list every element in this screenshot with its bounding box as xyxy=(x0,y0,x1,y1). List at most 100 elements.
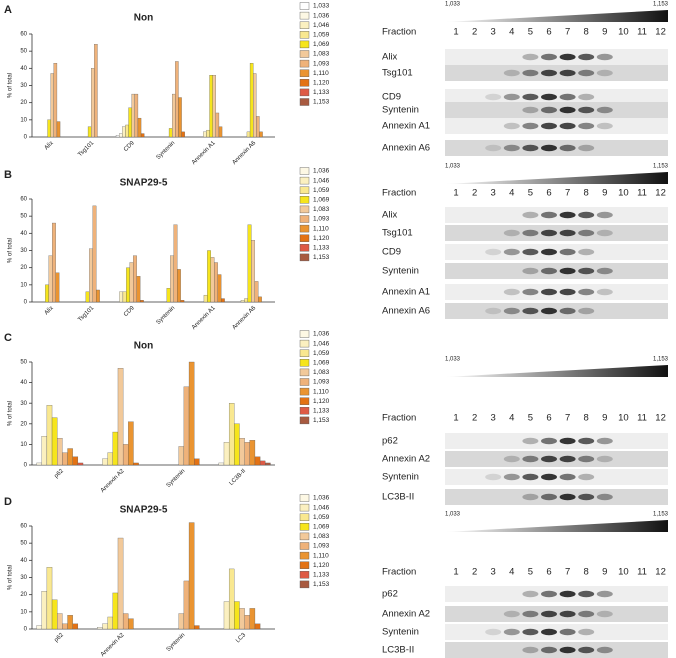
y-axis-label: % of total xyxy=(8,238,14,263)
fraction-number: 2 xyxy=(472,188,477,199)
legend-label: 1,036 xyxy=(313,168,330,175)
blot-band xyxy=(596,211,613,219)
y-tick-label: 40 xyxy=(20,66,27,72)
blot-band xyxy=(541,229,557,237)
blot-band xyxy=(541,628,557,636)
legend-label: 1,036 xyxy=(313,331,330,338)
legend-swatch xyxy=(299,224,310,233)
blot-band xyxy=(522,473,539,481)
y-axis-label: % of total xyxy=(8,565,14,590)
bar xyxy=(172,93,176,138)
bar xyxy=(57,438,63,466)
blot-band xyxy=(578,248,595,256)
x-tick-label: Syntenin xyxy=(156,305,177,326)
legend-label: 1,059 xyxy=(313,32,330,39)
blot-band xyxy=(559,248,576,256)
bar xyxy=(92,205,97,303)
bar xyxy=(246,131,251,138)
legend-swatch xyxy=(299,59,310,68)
blot-band xyxy=(596,122,613,130)
blot-band xyxy=(578,106,595,114)
bar xyxy=(178,97,182,138)
bar xyxy=(203,294,208,303)
blot-band xyxy=(541,144,557,152)
blot-band xyxy=(596,437,613,445)
bar xyxy=(122,291,127,303)
gradient-label: 1,033 xyxy=(445,512,461,518)
legend-label: 1,046 xyxy=(313,504,330,511)
legend-swatch xyxy=(299,523,310,531)
fraction-number: 12 xyxy=(655,413,666,424)
legend-label: 1,093 xyxy=(313,216,330,223)
bar xyxy=(188,361,195,466)
y-tick-label: 50 xyxy=(20,214,27,220)
y-tick-label: 40 xyxy=(20,558,27,564)
legend-label: 1,153 xyxy=(313,254,330,261)
y-tick-label: 10 xyxy=(20,117,27,123)
legend-label: 1,120 xyxy=(313,80,330,87)
bar xyxy=(239,608,245,630)
bar xyxy=(234,423,240,466)
blot-band xyxy=(522,229,539,237)
legend-label: 1,110 xyxy=(313,225,329,232)
fraction-number: 7 xyxy=(565,567,570,578)
fraction-label: Fraction xyxy=(382,27,416,38)
bar xyxy=(97,627,103,630)
bar xyxy=(62,452,68,466)
bar xyxy=(72,623,79,630)
panel-label: A xyxy=(4,4,12,16)
bar xyxy=(177,269,181,303)
bar xyxy=(128,421,134,466)
blot-band xyxy=(503,288,520,296)
fraction-number: 5 xyxy=(528,567,533,578)
gradient-label: 1,153 xyxy=(653,512,669,518)
legend-label: 1,133 xyxy=(313,89,330,96)
x-tick-label: Annexin A1 xyxy=(191,305,217,331)
fraction-number: 11 xyxy=(637,413,647,424)
blot-band xyxy=(596,106,613,114)
legend-label: 1,133 xyxy=(313,408,330,415)
bar xyxy=(119,291,124,303)
blot-band xyxy=(559,267,576,275)
blot-band xyxy=(522,211,539,219)
legend-label: 1,093 xyxy=(313,379,330,386)
y-tick-label: 20 xyxy=(20,592,27,598)
bar xyxy=(254,623,261,630)
blot-band xyxy=(578,590,595,598)
legend-label: 1,120 xyxy=(313,235,330,242)
bar xyxy=(128,618,134,630)
bar xyxy=(188,522,195,630)
legend-swatch xyxy=(299,79,310,87)
bar xyxy=(206,129,210,138)
blot-band xyxy=(503,307,520,315)
blot-band xyxy=(559,455,576,463)
y-axis-label: % of total xyxy=(8,401,14,426)
y-tick-label: 0 xyxy=(24,300,28,306)
blot-row-label: Tsg101 xyxy=(382,228,413,239)
legend-swatch xyxy=(299,50,310,58)
blot-band xyxy=(559,288,576,296)
blot-row-label: Tsg101 xyxy=(382,68,413,79)
bar xyxy=(215,112,220,138)
bar xyxy=(48,255,53,303)
bar xyxy=(55,272,60,303)
blot-row-label: Syntenin xyxy=(382,266,419,277)
blot-band xyxy=(541,93,557,101)
y-tick-label: 50 xyxy=(20,49,27,55)
blot-band xyxy=(522,106,539,114)
blot-band xyxy=(596,229,613,237)
y-tick-label: 10 xyxy=(20,609,27,615)
fraction-number: 8 xyxy=(584,27,589,38)
y-tick-label: 20 xyxy=(20,100,27,106)
fraction-number: 7 xyxy=(565,27,570,38)
legend-swatch xyxy=(299,215,310,223)
fraction-number: 7 xyxy=(565,188,570,199)
legend-label: 1,153 xyxy=(313,99,330,106)
blot-band xyxy=(541,493,557,501)
fraction-number: 6 xyxy=(546,188,551,199)
fraction-number: 4 xyxy=(509,188,514,199)
y-tick-label: 0 xyxy=(24,135,28,141)
blot-band xyxy=(559,106,576,114)
blot-band xyxy=(541,473,557,481)
bar xyxy=(125,124,129,138)
